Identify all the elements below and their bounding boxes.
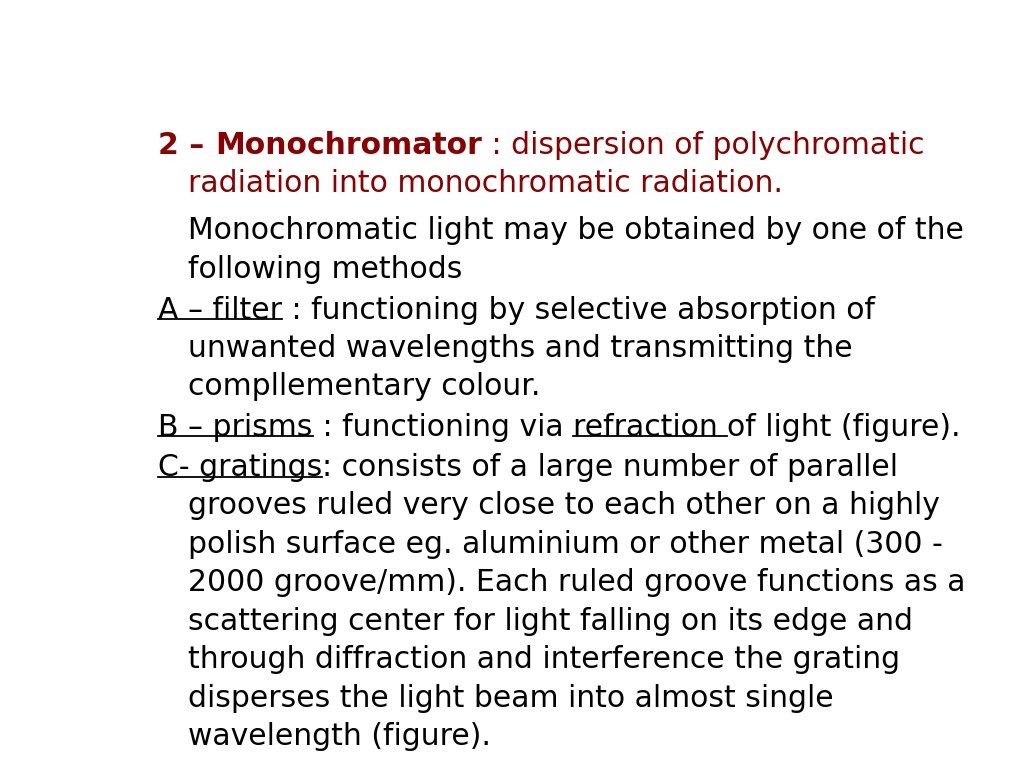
- Text: Monochromatic light may be obtained by one of the: Monochromatic light may be obtained by o…: [187, 217, 964, 245]
- Text: C- gratings: C- gratings: [158, 453, 323, 482]
- Text: unwanted wavelengths and transmitting the: unwanted wavelengths and transmitting th…: [187, 334, 852, 363]
- Text: Monochromator: Monochromator: [215, 131, 481, 160]
- Text: of light (figure).: of light (figure).: [727, 412, 961, 442]
- Text: : consists of a large number of parallel: : consists of a large number of parallel: [323, 453, 898, 482]
- Text: through diffraction and interference the grating: through diffraction and interference the…: [187, 645, 900, 674]
- Text: grooves ruled very close to each other on a highly: grooves ruled very close to each other o…: [187, 492, 939, 521]
- Text: scattering center for light falling on its edge and: scattering center for light falling on i…: [187, 607, 912, 636]
- Text: compllementary colour.: compllementary colour.: [187, 372, 540, 402]
- Text: 2000 groove/mm). Each ruled groove functions as a: 2000 groove/mm). Each ruled groove funct…: [187, 568, 965, 598]
- Text: polish surface eg. aluminium or other metal (300 -: polish surface eg. aluminium or other me…: [187, 530, 942, 559]
- Text: : dispersion of polychromatic: : dispersion of polychromatic: [481, 131, 924, 160]
- Text: wavelength (figure).: wavelength (figure).: [187, 722, 490, 751]
- Text: refraction: refraction: [572, 412, 727, 442]
- Text: : functioning by selective absorption of: : functioning by selective absorption of: [283, 296, 876, 325]
- Text: B – prisms: B – prisms: [158, 412, 312, 442]
- Text: following methods: following methods: [187, 255, 462, 284]
- Text: radiation into monochromatic radiation.: radiation into monochromatic radiation.: [187, 169, 782, 198]
- Text: 2 –: 2 –: [158, 131, 215, 160]
- Text: A – filter: A – filter: [158, 296, 283, 325]
- Text: disperses the light beam into almost single: disperses the light beam into almost sin…: [187, 684, 834, 713]
- Text: : functioning via: : functioning via: [312, 412, 572, 442]
